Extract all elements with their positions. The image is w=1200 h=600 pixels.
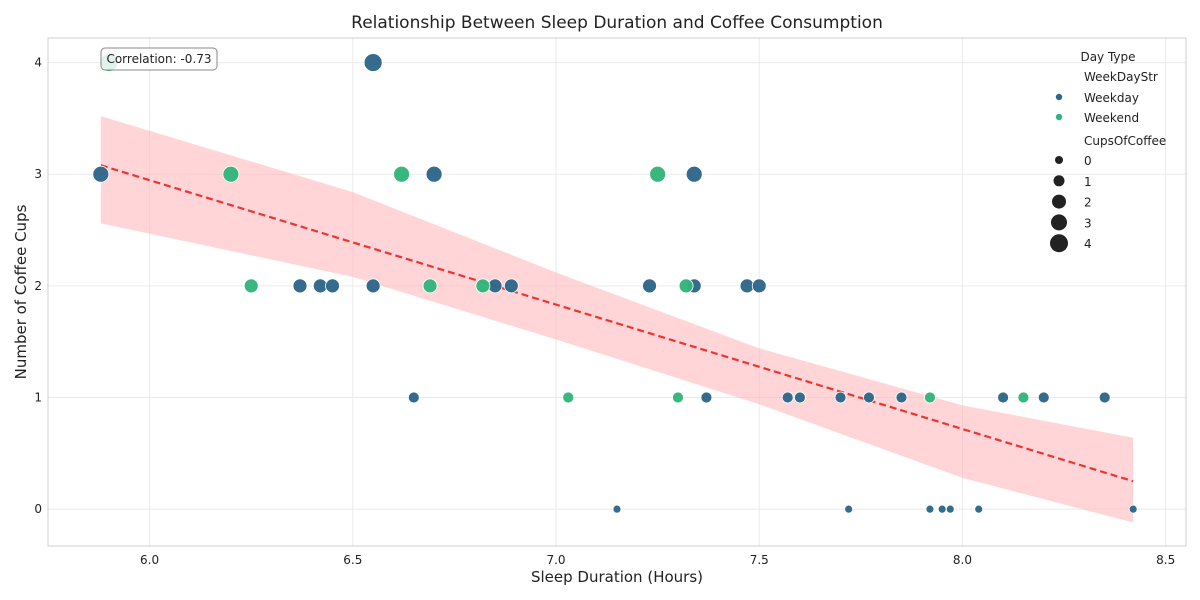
y-tick-labels: 0 1 2 3 4 bbox=[34, 56, 42, 517]
data-point-weekday bbox=[1037, 391, 1050, 404]
legend-size-marker bbox=[1050, 234, 1068, 253]
data-point-weekday bbox=[700, 391, 713, 404]
legend-size-marker bbox=[1053, 175, 1065, 187]
data-point-weekday bbox=[974, 504, 984, 514]
data-point-weekday bbox=[997, 391, 1010, 404]
data-point-weekend bbox=[422, 278, 438, 294]
data-point-weekend bbox=[1017, 391, 1030, 404]
data-point-weekday bbox=[937, 504, 947, 514]
data-point-weekday bbox=[863, 391, 875, 404]
legend: Day Type WeekDayStr Weekday Weekend CupsO… bbox=[1050, 50, 1166, 253]
data-point-weekday bbox=[612, 504, 622, 514]
legend-size-label: 2 bbox=[1084, 196, 1092, 210]
data-point-weekday bbox=[781, 391, 794, 404]
legend-size-marker bbox=[1052, 194, 1066, 209]
x-axis-label: Sleep Duration (Hours) bbox=[531, 568, 703, 586]
data-point-weekday bbox=[834, 391, 847, 404]
trendline-layer bbox=[100, 164, 1134, 483]
legend-label-weekday: Weekday bbox=[1084, 91, 1139, 105]
data-point-weekday bbox=[92, 165, 110, 183]
legend-marker-weekend bbox=[1055, 113, 1063, 121]
data-point-weekday bbox=[925, 504, 935, 514]
data-point-weekend bbox=[393, 165, 410, 183]
correlation-annotation: Correlation: -0.73 bbox=[100, 47, 218, 71]
data-point-weekday bbox=[1098, 391, 1111, 404]
annotation-text: Correlation: -0.73 bbox=[106, 52, 211, 66]
data-point-weekday bbox=[325, 278, 340, 294]
annotation-box bbox=[100, 47, 218, 71]
grid-lines bbox=[48, 38, 1186, 546]
data-point-weekday bbox=[425, 165, 443, 183]
legend-size-label: 1 bbox=[1084, 175, 1092, 189]
confidence-band bbox=[100, 116, 1134, 523]
x-tick-labels: 6.0 6.5 7.0 7.5 8.0 8.5 bbox=[140, 553, 1175, 567]
legend-marker-weekday bbox=[1055, 93, 1063, 101]
x-tick-label: 6.5 bbox=[343, 553, 362, 567]
data-point-weekend bbox=[678, 278, 694, 294]
data-point-weekday bbox=[642, 278, 657, 294]
legend-size-label: 0 bbox=[1084, 154, 1092, 168]
plot-frame bbox=[47, 37, 1187, 547]
confidence-band-layer bbox=[100, 116, 1134, 523]
data-point-weekday bbox=[793, 391, 806, 404]
legend-size-label: 4 bbox=[1084, 237, 1092, 251]
data-points bbox=[92, 53, 1138, 514]
data-point-weekday bbox=[407, 391, 420, 404]
x-tick-label: 7.5 bbox=[750, 553, 769, 567]
data-point-weekday bbox=[945, 504, 955, 514]
x-tick-label: 7.0 bbox=[546, 553, 565, 567]
legend-size-title: CupsOfCoffee bbox=[1084, 134, 1166, 148]
legend-label-weekend: Weekend bbox=[1084, 111, 1139, 125]
data-point-weekday bbox=[363, 53, 383, 72]
data-point-weekend bbox=[672, 391, 684, 404]
legend-size-marker bbox=[1051, 214, 1067, 231]
y-axis-label: Number of Coffee Cups bbox=[12, 204, 30, 379]
x-tick-label: 8.0 bbox=[953, 553, 972, 567]
trendline bbox=[100, 164, 1134, 483]
data-point-weekend bbox=[243, 278, 259, 294]
legend-hue-entries: Weekday Weekend bbox=[1055, 91, 1139, 125]
x-tick-label: 8.5 bbox=[1156, 553, 1175, 567]
data-point-weekday bbox=[685, 165, 703, 183]
chart-title: Relationship Between Sleep Duration and … bbox=[351, 13, 883, 33]
data-point-weekend bbox=[475, 278, 491, 294]
legend-hue-title: WeekDayStr bbox=[1084, 70, 1158, 84]
data-point-weekday bbox=[365, 278, 381, 294]
legend-size-marker bbox=[1055, 156, 1063, 164]
y-tick-label: 1 bbox=[34, 391, 42, 405]
y-tick-label: 0 bbox=[34, 502, 42, 516]
y-tick-label: 3 bbox=[34, 167, 42, 181]
data-point-weekend bbox=[924, 391, 936, 404]
data-point-weekday bbox=[751, 278, 767, 294]
data-point-weekend bbox=[222, 165, 240, 183]
data-point-weekday bbox=[844, 504, 854, 514]
legend-size-label: 3 bbox=[1084, 216, 1092, 230]
legend-title: Day Type bbox=[1080, 50, 1135, 64]
y-tick-label: 2 bbox=[34, 279, 42, 293]
data-point-weekday bbox=[1128, 504, 1138, 514]
data-point-weekend bbox=[562, 391, 575, 404]
data-point-weekday bbox=[503, 278, 519, 294]
data-point-weekday bbox=[895, 391, 908, 404]
x-tick-label: 6.0 bbox=[140, 553, 159, 567]
data-point-weekend bbox=[649, 165, 667, 183]
data-point-weekday bbox=[292, 278, 308, 294]
y-tick-label: 4 bbox=[34, 56, 42, 70]
legend-size-entries: 0 1 2 3 4 bbox=[1050, 154, 1092, 253]
